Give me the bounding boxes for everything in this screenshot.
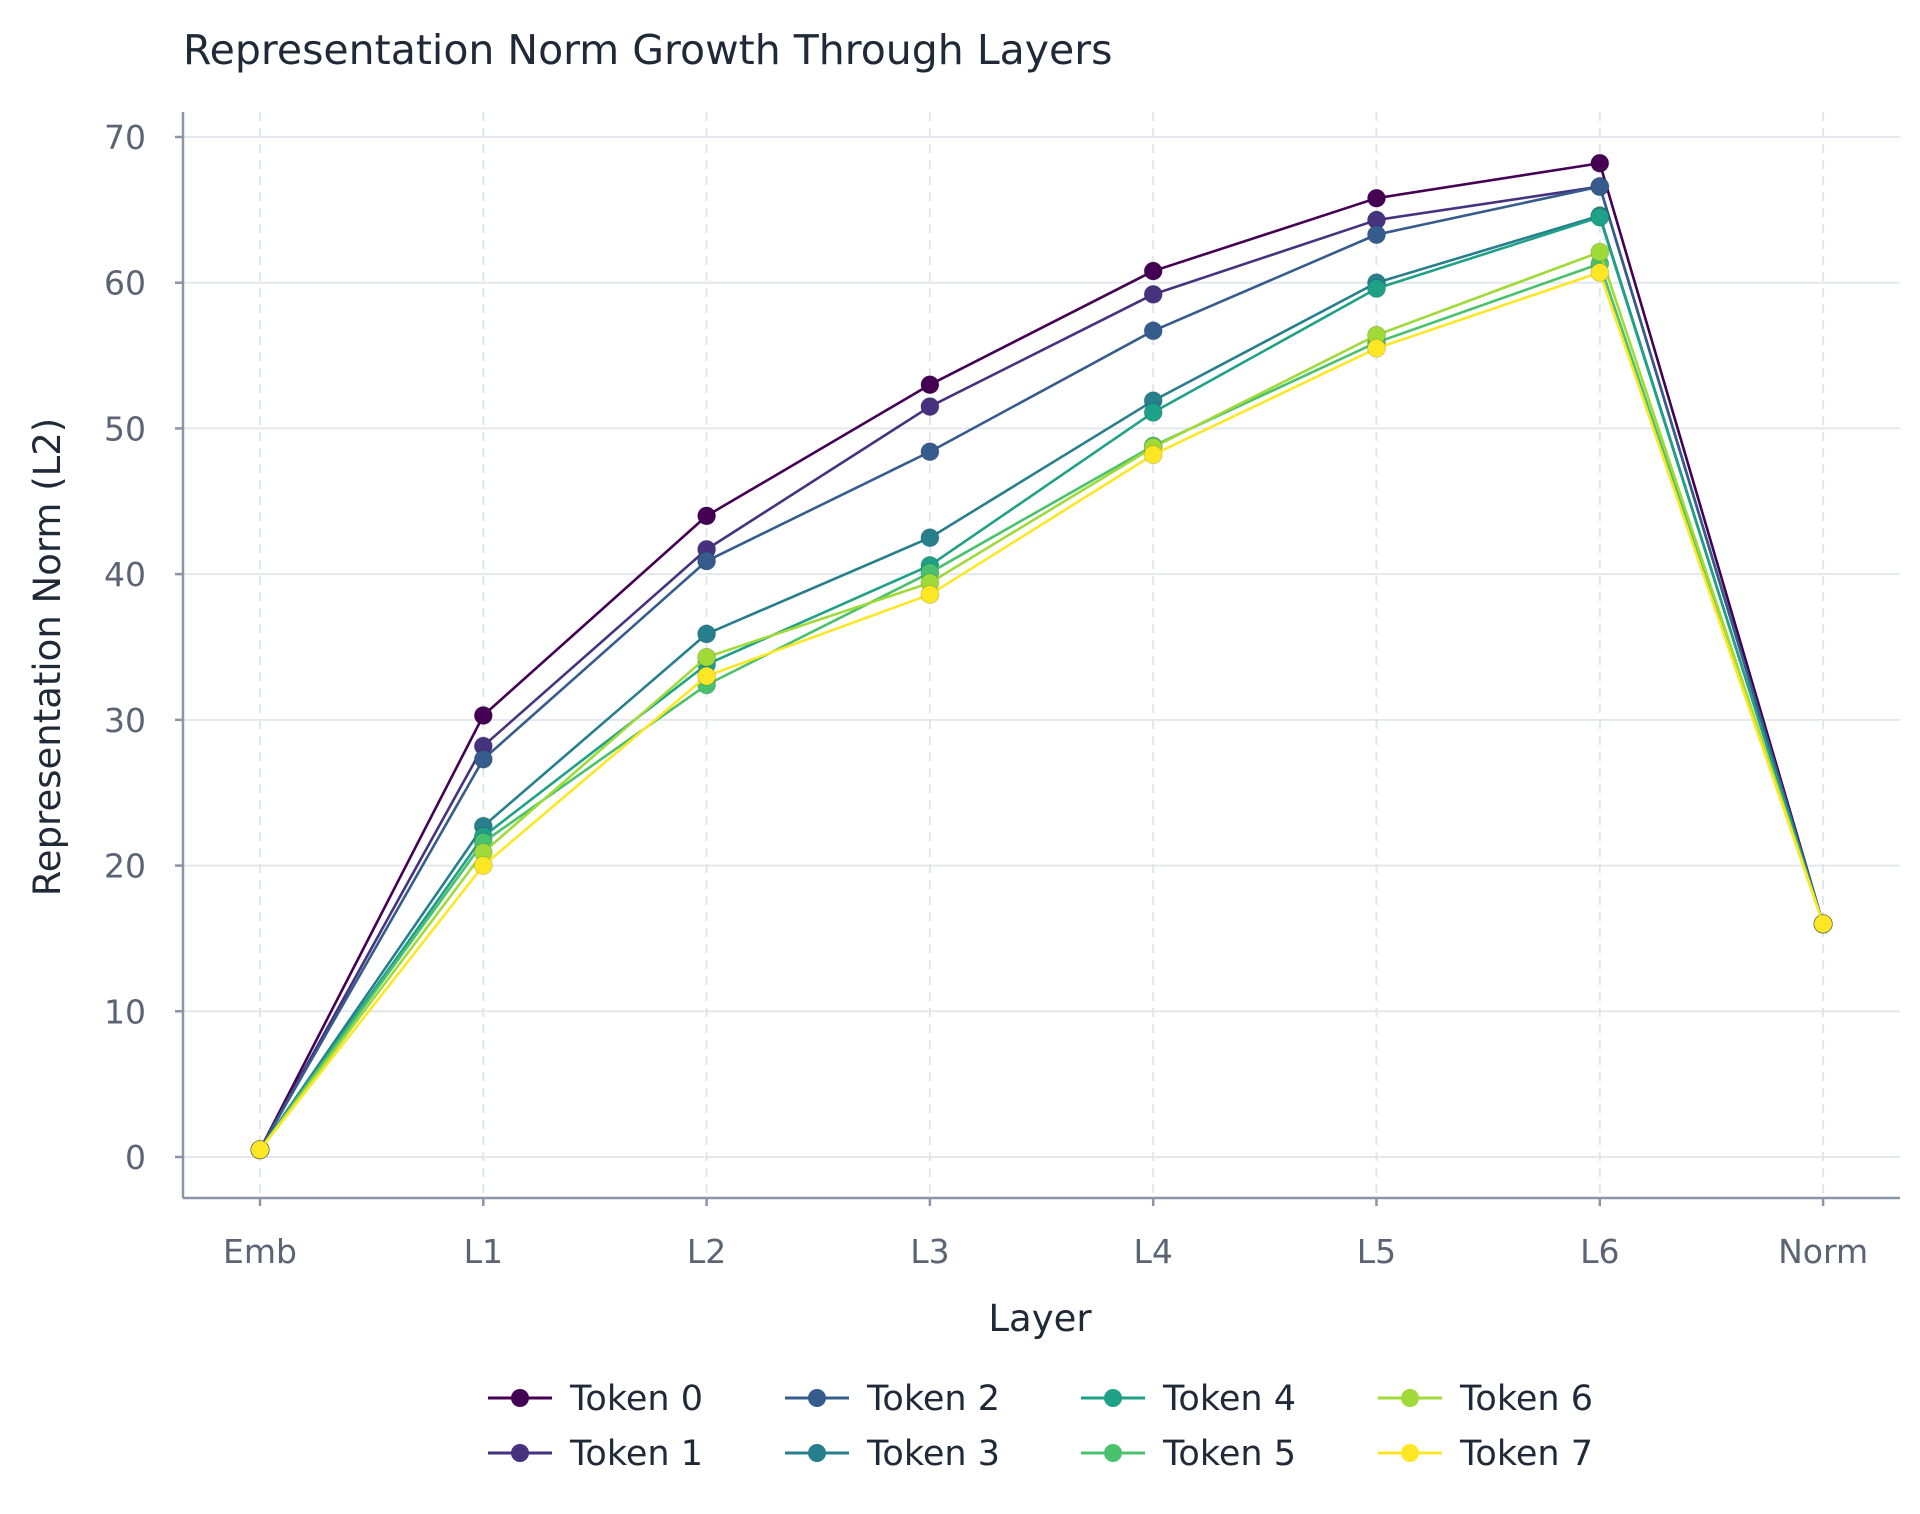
data-point xyxy=(920,528,940,548)
data-point xyxy=(697,624,717,644)
legend-swatch-marker xyxy=(1104,1444,1122,1462)
chart-title: Representation Norm Growth Through Layer… xyxy=(183,26,1113,74)
legend-item: Token 5 xyxy=(1081,1434,1296,1474)
data-point xyxy=(1367,338,1386,358)
legend-item: Token 0 xyxy=(488,1379,703,1419)
series-layer xyxy=(250,153,1833,1160)
data-point xyxy=(1143,284,1163,304)
data-point xyxy=(697,666,717,686)
x-tick-label: L3 xyxy=(910,1232,949,1271)
y-tick-label: 70 xyxy=(104,118,146,157)
data-point xyxy=(1143,261,1163,281)
data-point xyxy=(473,705,493,725)
y-tick-label: 20 xyxy=(104,847,146,886)
x-tick-label: L1 xyxy=(464,1232,503,1271)
x-tick-label: L6 xyxy=(1580,1232,1619,1271)
y-tick-label: 30 xyxy=(104,701,146,740)
legend: Token 0 Token 1 Token 2 Token 3 Token 4 Token… xyxy=(488,1379,1593,1474)
legend-item: Token 6 xyxy=(1378,1379,1593,1419)
legend-item: Token 3 xyxy=(785,1434,1000,1474)
series-token-6 xyxy=(250,242,1833,1160)
y-tick-label: 50 xyxy=(104,409,146,448)
legend-item: Token 7 xyxy=(1378,1434,1593,1474)
data-point xyxy=(1143,321,1163,341)
data-point xyxy=(920,442,940,462)
series-line xyxy=(258,214,1825,1151)
series-line xyxy=(258,185,1825,1151)
legend-label: Token 4 xyxy=(1162,1379,1296,1419)
data-point xyxy=(1367,279,1386,299)
legend-label: Token 6 xyxy=(1459,1379,1593,1419)
x-tick-label: L5 xyxy=(1357,1232,1396,1271)
legend-swatch-marker xyxy=(511,1389,529,1407)
legend-item: Token 2 xyxy=(785,1379,1000,1419)
legend-item: Token 1 xyxy=(488,1434,703,1474)
legend-item: Token 4 xyxy=(1081,1379,1296,1419)
y-tick-label: 10 xyxy=(104,992,146,1031)
y-tick-label: 0 xyxy=(125,1138,146,1177)
data-point xyxy=(1590,153,1610,173)
series-line xyxy=(258,215,1825,1151)
data-point xyxy=(1813,914,1833,934)
data-point xyxy=(920,375,940,395)
data-point xyxy=(697,506,717,526)
gridlines xyxy=(183,112,1900,1198)
series-line xyxy=(258,185,1825,1151)
data-point xyxy=(1143,445,1163,465)
data-point xyxy=(1367,188,1386,208)
series-line xyxy=(258,271,1825,1151)
series-line xyxy=(258,250,1825,1151)
legend-label: Token 0 xyxy=(569,1379,703,1419)
legend-label: Token 1 xyxy=(569,1434,703,1474)
y-axis-title: Representation Norm (L2) xyxy=(26,418,69,896)
legend-swatch-marker xyxy=(1401,1389,1419,1407)
legend-swatch-marker xyxy=(1401,1444,1419,1462)
x-tick-label: L2 xyxy=(687,1232,726,1271)
legend-swatch-marker xyxy=(808,1444,826,1462)
legend-label: Token 2 xyxy=(866,1379,1000,1419)
series-line xyxy=(258,262,1825,1151)
data-point xyxy=(250,1140,270,1160)
y-tick-label: 40 xyxy=(104,555,146,594)
series-token-7 xyxy=(250,263,1833,1160)
data-point xyxy=(920,585,940,605)
series-token-0 xyxy=(250,153,1833,1160)
data-point xyxy=(1590,242,1610,262)
data-point xyxy=(697,647,717,667)
legend-swatch-marker xyxy=(808,1389,826,1407)
x-tick-label: L4 xyxy=(1134,1232,1173,1271)
legend-label: Token 7 xyxy=(1459,1434,1593,1474)
data-point xyxy=(920,397,940,417)
data-point xyxy=(1590,177,1610,197)
data-point xyxy=(1590,207,1610,227)
data-point xyxy=(697,551,717,571)
x-axis-title: Layer xyxy=(988,1297,1092,1340)
legend-swatch-marker xyxy=(1104,1389,1122,1407)
data-point xyxy=(473,749,493,769)
data-point xyxy=(1367,225,1386,245)
y-tick-label: 60 xyxy=(104,264,146,303)
legend-swatch-marker xyxy=(511,1444,529,1462)
data-point xyxy=(1143,402,1163,422)
x-tick-label: Norm xyxy=(1778,1232,1868,1271)
series-line xyxy=(258,161,1825,1151)
x-tick-label: Emb xyxy=(223,1232,297,1271)
legend-label: Token 3 xyxy=(866,1434,1000,1474)
axes: 0 10 20 30 40 50 60 70 Emb L1 L2 L3 L4 L5 L6 Norm xyxy=(104,112,1900,1271)
legend-label: Token 5 xyxy=(1162,1434,1296,1474)
data-point xyxy=(473,856,493,876)
data-point xyxy=(1590,263,1610,283)
